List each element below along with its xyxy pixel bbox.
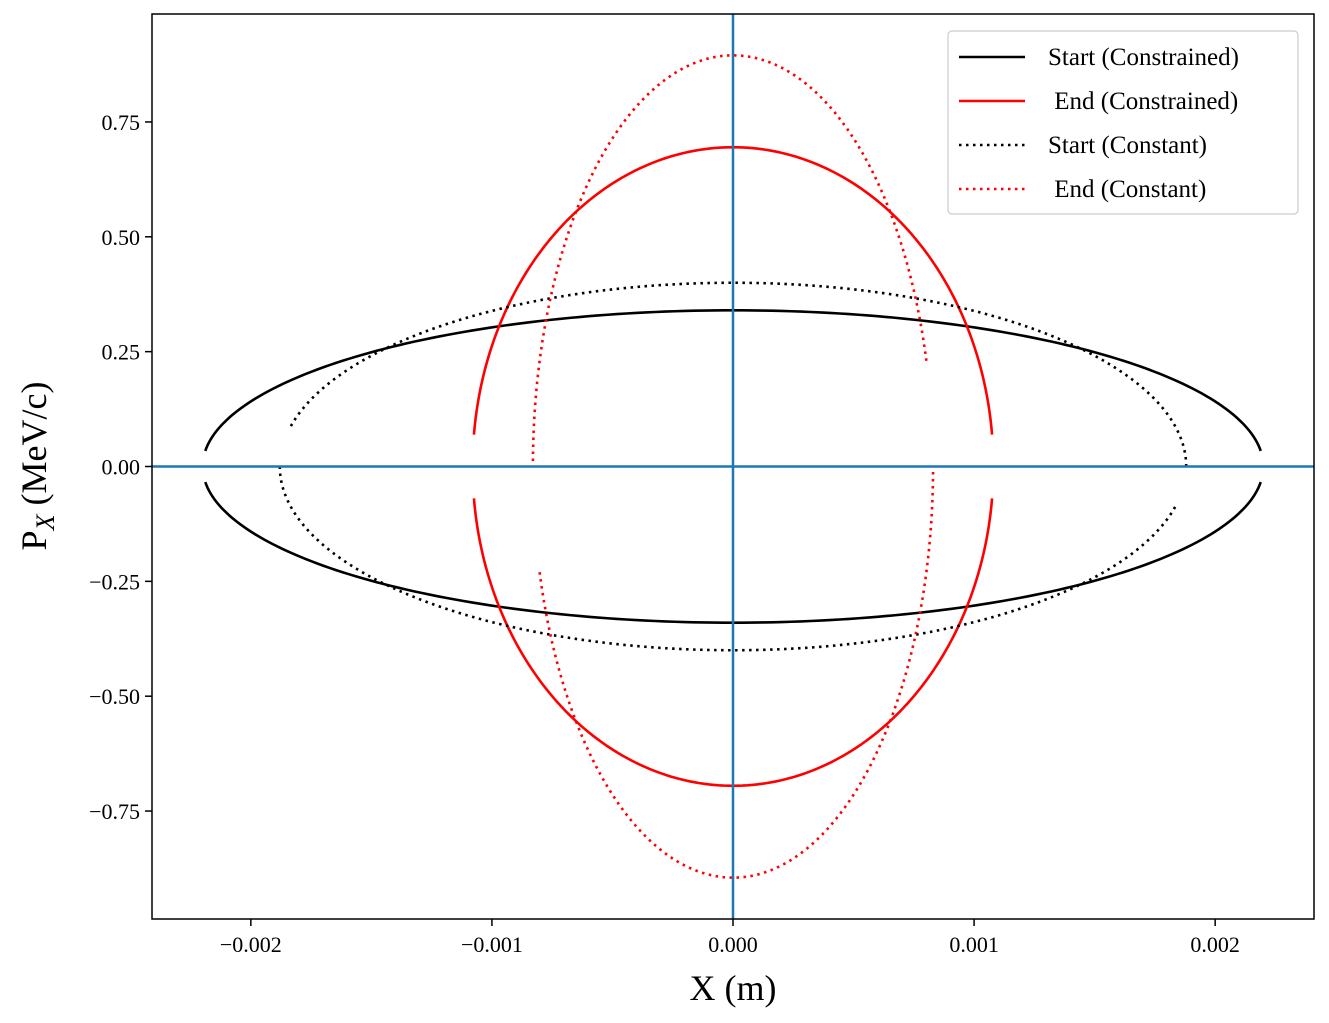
y-tick-label: 0.75 — [102, 110, 141, 135]
legend-label-start-constant: Start (Constant) — [1048, 132, 1207, 159]
reference-lines — [152, 14, 1314, 919]
series-start-constant-arc-2 — [278, 466, 1179, 652]
x-tick-label: 0.002 — [1190, 932, 1240, 957]
y-tick-label: 0.50 — [102, 225, 141, 250]
x-tick-label: 0.001 — [949, 932, 999, 957]
x-tick-label: −0.002 — [220, 932, 282, 957]
series-start-constant-arc-1 — [287, 281, 1188, 467]
legend-label-end-constant: End (Constant) — [1048, 176, 1206, 203]
x-tick-label: −0.001 — [461, 932, 523, 957]
y-axis-title: PX (MeV/c) — [14, 382, 60, 551]
x-axis-title: X (m) — [690, 968, 777, 1008]
y-tick-label: −0.25 — [89, 569, 140, 594]
legend-label-end-constrained: End (Constrained) — [1048, 88, 1238, 115]
y-axis-title-unit: (MeV/c) — [14, 382, 54, 515]
series-end-constant-arc-2 — [538, 466, 935, 879]
y-tick-label: −0.50 — [89, 684, 140, 709]
legend: Start (Constrained) End (Constrained) Sta… — [947, 30, 1299, 215]
y-axis-title-main: P — [14, 530, 54, 550]
y-axis-title-subscript: X — [31, 513, 60, 531]
axis-ticks: −0.002 −0.001 0.000 0.001 0.002 −0.75 −0.50 −0.… — [89, 110, 1240, 957]
legend-label-start-constrained: Start (Constrained) — [1048, 44, 1239, 71]
legend-box — [947, 30, 1299, 215]
x-tick-label: 0.000 — [708, 932, 758, 957]
series-end-constant-arc-1 — [531, 54, 928, 467]
y-tick-label: 0.25 — [102, 340, 141, 365]
y-tick-label: −0.75 — [89, 799, 140, 824]
y-tick-label: 0.00 — [102, 455, 141, 480]
